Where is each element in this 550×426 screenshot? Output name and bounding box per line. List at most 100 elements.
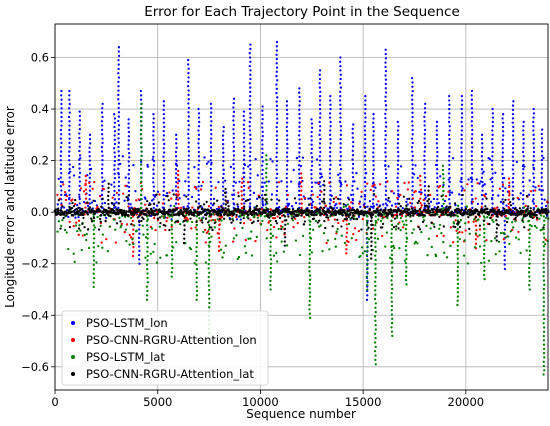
spike-point xyxy=(508,181,511,184)
spike-point xyxy=(370,257,373,260)
spike-point xyxy=(504,250,507,253)
spike-point xyxy=(174,202,178,205)
data-point xyxy=(364,205,367,209)
data-point xyxy=(175,196,178,199)
data-point xyxy=(519,192,522,195)
spike-point xyxy=(480,150,484,154)
spike-point xyxy=(528,228,531,231)
spike-point xyxy=(328,155,332,158)
spike-point xyxy=(107,182,110,185)
spike-point xyxy=(152,113,155,116)
data-point xyxy=(387,165,390,168)
data-point xyxy=(179,222,182,226)
spike-point xyxy=(405,223,408,227)
data-point xyxy=(453,202,457,205)
spike-point xyxy=(384,125,388,128)
spike-point xyxy=(374,345,377,348)
spike-point xyxy=(68,128,71,132)
data-point xyxy=(85,232,88,236)
spike-point xyxy=(127,160,130,163)
spike-point xyxy=(396,176,399,179)
data-point xyxy=(525,213,528,217)
spike-point xyxy=(384,193,387,197)
spike-point xyxy=(187,137,190,140)
spike-point xyxy=(502,193,505,197)
data-point xyxy=(273,213,276,217)
spike-point xyxy=(540,145,543,149)
data-point xyxy=(206,221,210,224)
data-point xyxy=(388,200,392,203)
spike-point xyxy=(318,107,322,111)
data-point xyxy=(123,230,126,234)
spike-point xyxy=(366,223,369,227)
data-point xyxy=(322,231,326,235)
data-point xyxy=(243,205,246,208)
data-point xyxy=(129,210,132,213)
spike-point xyxy=(528,253,532,257)
spike-point xyxy=(127,118,130,121)
spike-point xyxy=(397,159,400,162)
data-point xyxy=(440,195,443,198)
spike-point xyxy=(117,119,120,123)
data-point xyxy=(314,219,318,223)
data-point xyxy=(511,228,514,232)
data-point xyxy=(395,225,398,228)
spike-point xyxy=(269,223,273,227)
spike-point xyxy=(411,176,414,179)
spike-point xyxy=(127,151,131,155)
spike-point xyxy=(183,233,186,236)
spike-point xyxy=(366,288,369,291)
spike-point xyxy=(427,202,431,205)
spike-point xyxy=(208,306,211,309)
spike-point xyxy=(411,185,414,188)
spike-point xyxy=(460,168,463,171)
spike-point xyxy=(481,185,484,188)
spike-point xyxy=(363,155,367,158)
spike-point xyxy=(351,154,355,157)
data-point xyxy=(253,214,256,217)
data-point xyxy=(75,221,78,224)
spike-point xyxy=(298,95,301,99)
spike-point xyxy=(78,162,81,166)
data-point xyxy=(174,220,178,223)
data-point xyxy=(259,214,262,217)
spike-point xyxy=(374,337,377,340)
data-point xyxy=(71,201,74,205)
spike-point xyxy=(248,56,252,59)
data-point xyxy=(62,206,66,209)
spike-point xyxy=(423,137,426,140)
spike-point xyxy=(470,98,474,101)
data-point xyxy=(74,216,77,219)
spike-point xyxy=(152,168,155,171)
spike-point xyxy=(322,206,326,209)
data-point xyxy=(484,211,487,215)
spike-point xyxy=(471,146,474,149)
spike-point xyxy=(88,146,91,149)
spike-point xyxy=(298,181,301,184)
data-point xyxy=(434,254,438,258)
spike-point xyxy=(308,227,312,231)
spike-point xyxy=(217,232,221,235)
data-point xyxy=(317,182,320,185)
spike-point xyxy=(372,181,375,184)
data-point xyxy=(416,209,419,213)
data-point xyxy=(85,238,88,242)
spike-point xyxy=(261,151,264,155)
data-point xyxy=(246,181,250,184)
spike-point xyxy=(532,129,535,132)
data-point xyxy=(109,215,112,218)
spike-point xyxy=(521,180,525,184)
data-point xyxy=(142,233,145,236)
spike-point xyxy=(448,159,451,162)
data-point xyxy=(152,250,155,253)
data-point xyxy=(462,254,466,257)
spike-point xyxy=(60,107,63,110)
spike-point xyxy=(162,117,166,120)
spike-point xyxy=(541,128,544,131)
data-point xyxy=(286,193,290,197)
spike-point xyxy=(318,125,322,128)
spike-point xyxy=(503,267,507,271)
spike-point xyxy=(390,313,394,316)
spike-point xyxy=(404,244,408,248)
spike-point xyxy=(222,189,225,193)
